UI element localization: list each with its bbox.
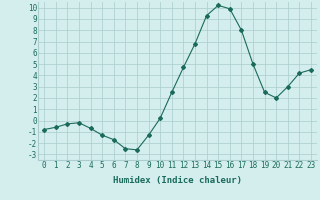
X-axis label: Humidex (Indice chaleur): Humidex (Indice chaleur) xyxy=(113,176,242,185)
